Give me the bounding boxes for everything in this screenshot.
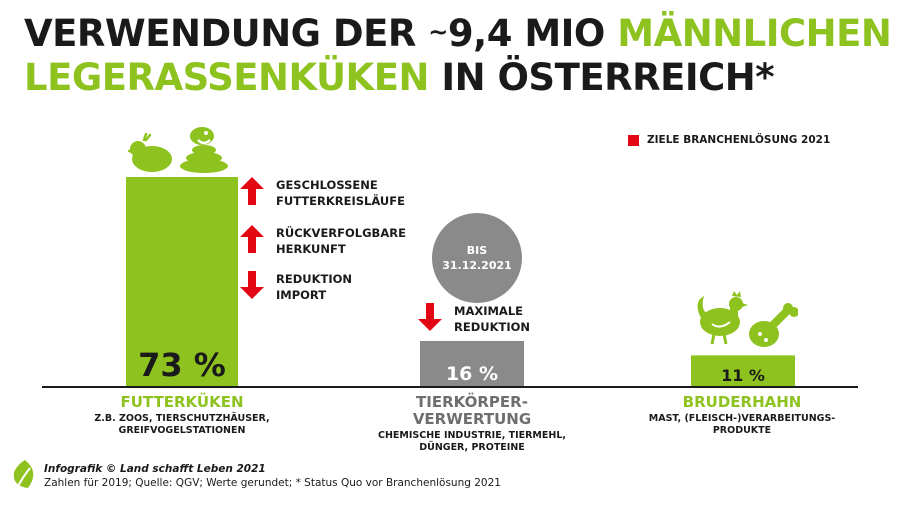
goal-item: RÜCKVERFOLGBARE HERKUNFT bbox=[240, 225, 406, 257]
title-part-black-2: IN ÖSTERREICH* bbox=[441, 56, 775, 99]
title-line-1: VERWENDUNG DER ~9,4 MIO MÄNNLICHEN bbox=[24, 10, 892, 56]
goal-item: GESCHLOSSENE FUTTERKREISLÄUFE bbox=[240, 177, 405, 209]
goal-text: GESCHLOSSENE FUTTERKREISLÄUFE bbox=[276, 178, 405, 208]
footer-source: Zahlen für 2019; Quelle: QGV; Werte geru… bbox=[44, 477, 501, 489]
category-description: CHEMISCHE INDUSTRIE, TIERMEHL, DÜNGER, P… bbox=[377, 430, 566, 453]
badge-line-1: BIS bbox=[466, 244, 488, 257]
category-name: BRUDERHAHN bbox=[682, 393, 802, 411]
bar-value-label: 16 % bbox=[445, 363, 499, 385]
title-part-green-2: LEGERASSENKÜKEN bbox=[24, 56, 442, 99]
legend-swatch bbox=[628, 134, 639, 146]
title-tilde: ~ bbox=[428, 18, 448, 46]
bar-2 bbox=[420, 340, 524, 387]
title-number: 9,4 MIO bbox=[447, 12, 618, 55]
rooster-icon bbox=[697, 291, 748, 344]
arrow-down-icon bbox=[418, 303, 442, 331]
category-futterkueken: FUTTERKÜKEN Z.B. ZOOS, TIERSCHUTZHÄUSER,… bbox=[62, 394, 302, 437]
chick-icon bbox=[128, 132, 172, 172]
footer-credit: Infografik © Land schafft Leben 2021 bbox=[44, 463, 266, 475]
goal-text: RÜCKVERFOLGBARE HERKUNFT bbox=[276, 226, 406, 256]
legend: ZIELE BRANCHENLÖSUNG 2021 bbox=[628, 134, 830, 146]
bar-1 bbox=[126, 177, 238, 387]
title-part-green: MÄNNLICHEN bbox=[617, 12, 892, 55]
category-tierkoerperverwertung: TIERKÖRPER- VERWERTUNG CHEMISCHE INDUSTR… bbox=[352, 394, 592, 454]
footer: Infografik © Land schafft Leben 2021 Zah… bbox=[44, 462, 501, 490]
category-description: Z.B. ZOOS, TIERSCHUTZHÄUSER, GREIFVOGELS… bbox=[94, 413, 270, 436]
page-title: VERWENDUNG DER ~9,4 MIO MÄNNLICHEN LEGER… bbox=[24, 10, 892, 100]
goal-item: MAXIMALE REDUKTION bbox=[418, 303, 530, 335]
category-bruderhahn: BRUDERHAHN MAST, (FLEISCH-)VERARBEITUNGS… bbox=[622, 394, 862, 437]
legend-label: ZIELE BRANCHENLÖSUNG 2021 bbox=[647, 134, 831, 146]
title-line-2: LEGERASSENKÜKEN IN ÖSTERREICH* bbox=[24, 56, 891, 100]
arrow-down-icon bbox=[240, 271, 264, 299]
arrow-up-icon bbox=[240, 177, 264, 205]
category-name: TIERKÖRPER- VERWERTUNG bbox=[412, 393, 532, 428]
goal-text: MAXIMALE REDUKTION bbox=[454, 304, 531, 334]
chicken-leg-icon bbox=[749, 303, 798, 347]
category-description: MAST, (FLEISCH-)VERARBEITUNGS- PRODUKTE bbox=[648, 413, 836, 436]
badge-line-2: 31.12.2021 bbox=[442, 259, 512, 272]
bar-value-label: 11 % bbox=[721, 366, 765, 385]
bar-3 bbox=[691, 355, 795, 387]
bar-value-label: 73 % bbox=[138, 346, 226, 384]
title-part-black: VERWENDUNG DER bbox=[24, 12, 429, 55]
goal-text: REDUKTION IMPORT bbox=[276, 272, 353, 302]
leaf-logo-icon bbox=[13, 460, 34, 491]
deadline-badge: BIS 31.12.2021 bbox=[432, 213, 522, 303]
snake-icon bbox=[180, 127, 228, 173]
category-name: FUTTERKÜKEN bbox=[120, 393, 244, 411]
goal-item: REDUKTION IMPORT bbox=[240, 271, 352, 303]
arrow-up-icon bbox=[240, 225, 264, 253]
